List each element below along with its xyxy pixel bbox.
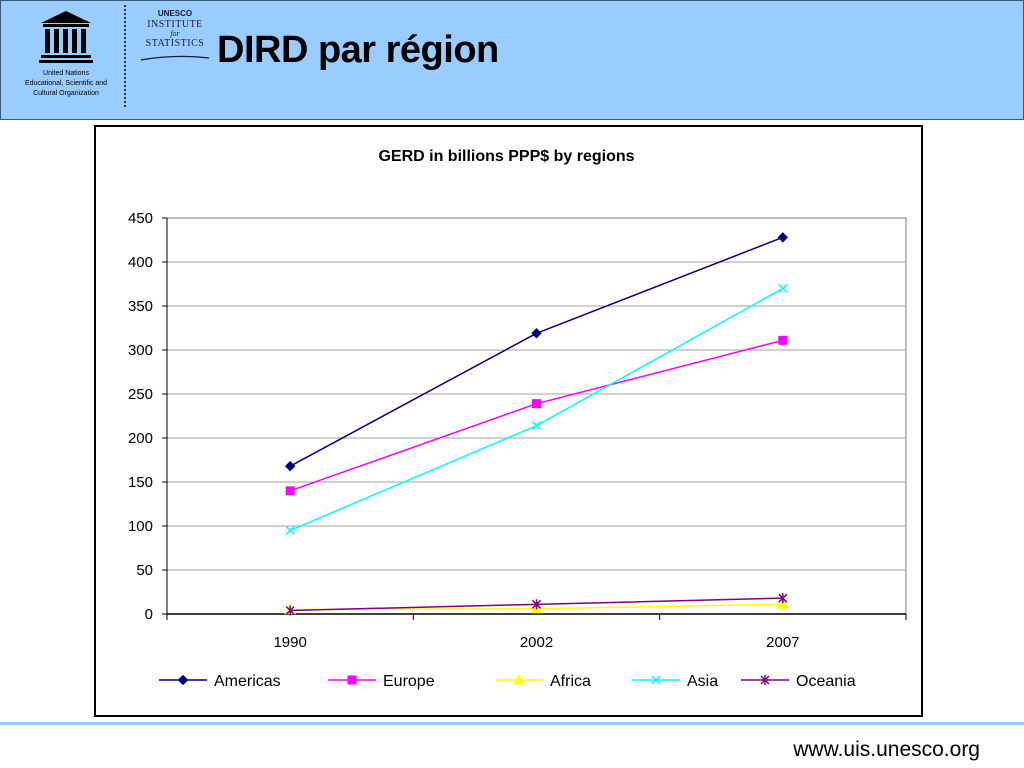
unesco-temple-icon — [39, 11, 93, 63]
legend-marker — [513, 673, 525, 685]
data-point-europe — [778, 335, 788, 345]
legend-label: Europe — [383, 673, 435, 690]
data-point-oceania — [285, 605, 295, 616]
data-point-americas — [777, 232, 789, 243]
unesco-caption-line-2: Educational, Scientific and — [24, 80, 108, 87]
y-tick-label: 100 — [128, 518, 153, 535]
uis-logo-line-3: for — [170, 29, 180, 38]
legend-marker — [760, 675, 770, 685]
unesco-caption-line-3: Cultural Organization — [33, 90, 99, 97]
header-banner: United Nations Educational, Scientific a… — [0, 0, 1024, 120]
y-tick-label: 50 — [136, 562, 153, 579]
y-tick-label: 400 — [128, 254, 153, 271]
data-point-oceania — [778, 593, 788, 604]
legend-marker — [347, 675, 357, 685]
y-tick-label: 200 — [128, 430, 153, 447]
legend-label: Oceania — [796, 673, 856, 690]
data-point-americas — [531, 328, 542, 339]
data-point-americas — [284, 460, 296, 472]
y-tick-label: 350 — [128, 298, 153, 315]
marker-stroke — [651, 675, 661, 685]
y-tick-label: 150 — [128, 474, 153, 491]
legend-label: Africa — [550, 673, 591, 690]
data-point-europe — [285, 486, 295, 496]
x-tick-label: 2002 — [520, 634, 553, 651]
unesco-logo: United Nations Educational, Scientific a… — [11, 7, 121, 107]
marker-stroke — [778, 283, 788, 293]
footer-divider — [0, 722, 1024, 725]
x-tick-label: 2007 — [766, 634, 799, 651]
legend-item-americas: Americas — [159, 673, 281, 690]
marker-stroke — [285, 525, 295, 535]
legend-item-europe: Europe — [328, 673, 435, 690]
legend-item-africa: Africa — [495, 673, 591, 690]
data-point-asia — [778, 283, 788, 293]
uis-logo-line-2: INSTITUTE — [147, 19, 203, 30]
unesco-caption-line-1: United Nations — [43, 70, 89, 77]
data-point-asia — [285, 525, 295, 535]
series-line-americas — [289, 236, 784, 467]
logo-divider — [124, 5, 126, 107]
data-point-europe — [532, 399, 541, 409]
legend-label: Americas — [214, 673, 281, 690]
data-point-asia — [531, 421, 542, 431]
chart-title: GERD in billions PPP$ by regions — [378, 148, 634, 165]
series-line-europe — [289, 339, 784, 492]
page-title: DIRD par région — [217, 29, 499, 71]
chart-frame: GERD in billions PPP$ by regions 0 50 100 15… — [94, 125, 923, 717]
gerd-line-chart: GERD in billions PPP$ by regions 0 50 100 15… — [128, 148, 907, 690]
uis-logo-line-4: STATISTICS — [145, 38, 205, 49]
uis-logo-line-1: UNESCO — [157, 9, 193, 18]
legend-item-asia: Asia — [632, 673, 718, 690]
data-point-oceania — [531, 599, 542, 610]
series-line-asia — [289, 287, 784, 532]
uis-logo: UNESCO INSTITUTE for STATISTICS — [139, 9, 211, 65]
marker-stroke — [531, 421, 542, 431]
legend-marker — [651, 675, 661, 685]
x-tick-label: 1990 — [273, 634, 306, 651]
legend-label: Asia — [687, 673, 718, 690]
legend-item-oceania: Oceania — [741, 673, 856, 690]
y-tick-label: 300 — [128, 342, 153, 359]
uis-swoosh-icon — [140, 55, 210, 61]
data-point-africa — [776, 598, 789, 609]
y-tick-label: 450 — [128, 210, 153, 227]
y-tick-label: 0 — [145, 606, 153, 623]
y-tick-label: 250 — [128, 386, 153, 403]
plot-area-border — [166, 217, 907, 615]
legend-marker — [177, 674, 189, 686]
footer-url[interactable]: www.uis.unesco.org — [793, 738, 980, 761]
